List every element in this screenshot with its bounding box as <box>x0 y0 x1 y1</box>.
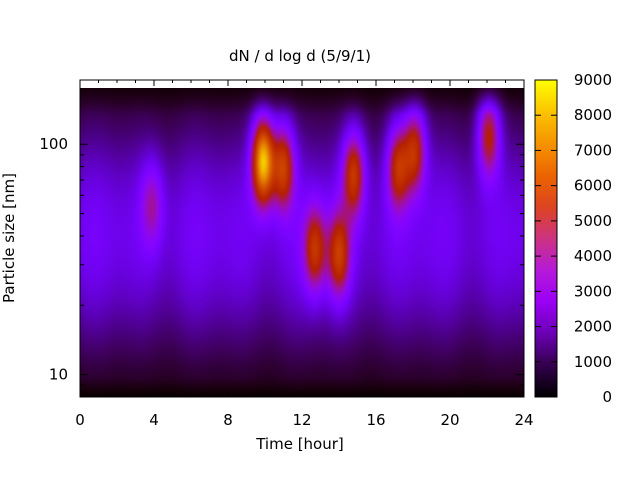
x-axis-label: Time [hour] <box>255 435 344 453</box>
x-tick-label: 16 <box>366 411 385 429</box>
colorbar-tick-label: 6000 <box>574 177 612 195</box>
colorbar <box>534 79 558 398</box>
colorbar-axis: 0 1000 2000 3000 4000 5000 6000 7000 8000 9000 <box>535 71 612 406</box>
chart-title: dN / d log d (5/9/1) <box>229 47 371 65</box>
y-tick-label: 100 <box>39 135 68 153</box>
colorbar-tick-label: 2000 <box>574 318 612 336</box>
x-tick-label: 8 <box>223 411 233 429</box>
y-axis-label: Particle size [nm] <box>0 173 18 303</box>
colorbar-tick-label: 4000 <box>574 247 612 265</box>
colorbar-tick-label: 5000 <box>574 212 612 230</box>
y-axis: 10 100 <box>39 135 524 398</box>
colorbar-tick-label: 0 <box>602 388 612 406</box>
x-axis: 0 4 8 12 16 20 24 <box>75 80 534 429</box>
x-tick-label: 24 <box>514 411 533 429</box>
x-tick-label: 20 <box>440 411 459 429</box>
colorbar-tick-label: 8000 <box>574 106 612 124</box>
heatmap-image <box>80 88 524 397</box>
x-tick-label: 12 <box>292 411 311 429</box>
colorbar-tick-label: 7000 <box>574 141 612 159</box>
x-tick-label: 4 <box>149 411 159 429</box>
heatmap-area <box>80 88 524 397</box>
colorbar-tick-label: 3000 <box>574 282 612 300</box>
x-tick-label: 0 <box>75 411 85 429</box>
y-tick-label: 10 <box>49 366 68 384</box>
colorbar-tick-label: 1000 <box>574 353 612 371</box>
colorbar-tick-label: 9000 <box>574 71 612 89</box>
